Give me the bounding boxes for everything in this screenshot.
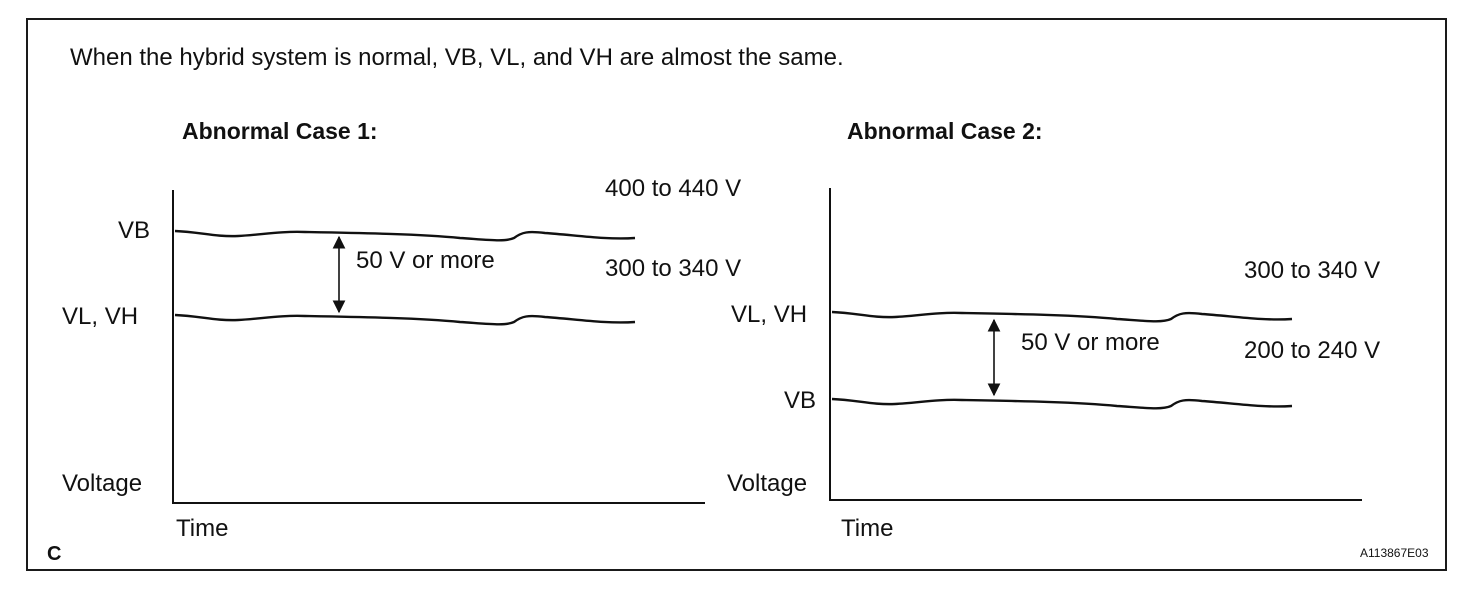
case-2-difference-label: 50 V or more	[1021, 329, 1160, 356]
case-2-vlvh-label: VL, VH	[731, 301, 808, 328]
case-2-upper-range: 300 to 340 V	[1244, 257, 1381, 284]
case-2-x-axis-label: Time	[841, 515, 894, 542]
case-1-title: Abnormal Case 1:	[182, 118, 378, 144]
case-2-axes	[829, 188, 1362, 501]
case-1-lower-range: 300 to 340 V	[605, 255, 742, 282]
case-1-vlvh-trace	[174, 313, 636, 326]
case-1-vlvh-label: VL, VH	[62, 303, 139, 330]
intro-text: When the hybrid system is normal, VB, VL…	[70, 44, 844, 71]
figure-code: A113867E03	[1360, 546, 1429, 560]
figure-frame	[26, 18, 1447, 571]
case-1-axes	[172, 190, 705, 504]
case-2-vlvh-trace	[831, 310, 1293, 323]
case-2-lower-range: 200 to 240 V	[1244, 337, 1381, 364]
panel-letter: C	[47, 543, 62, 565]
case-1-x-axis-label: Time	[176, 515, 229, 542]
case-2-vb-label: VB	[784, 387, 817, 414]
case-2-vb-trace	[831, 397, 1293, 410]
case-1-vb-label: VB	[118, 217, 151, 244]
case-2-y-axis-label: Voltage	[727, 470, 808, 497]
case-2-title: Abnormal Case 2:	[847, 118, 1043, 144]
case-1-y-axis-label: Voltage	[62, 470, 143, 497]
case-1-vb-trace	[174, 229, 636, 242]
case-1-upper-range: 400 to 440 V	[605, 175, 742, 202]
case-1-difference-label: 50 V or more	[356, 247, 495, 274]
